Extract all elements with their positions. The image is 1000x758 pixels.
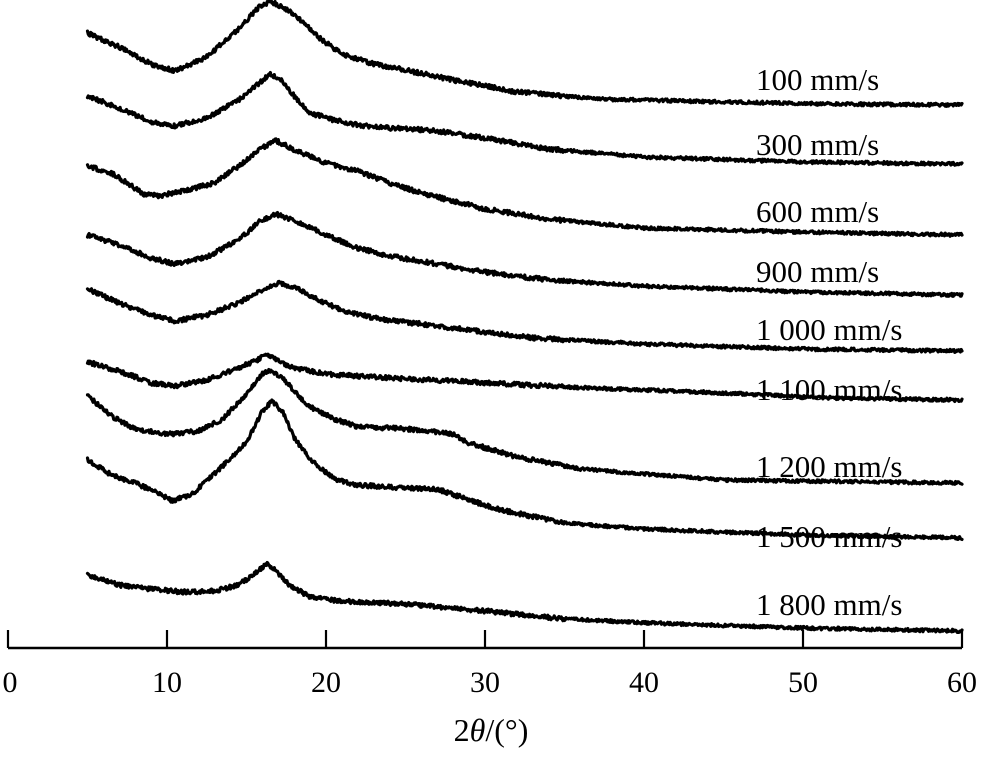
x-tick-label-0: 0 <box>3 666 18 699</box>
xrd-curve-6 <box>85 352 964 403</box>
x-tick-label-40: 40 <box>629 666 659 699</box>
series-label-8: 1 500 mm/s <box>756 519 902 554</box>
series-label-3: 600 mm/s <box>756 194 879 229</box>
x-axis: 0 10 20 30 40 50 60 <box>3 630 977 699</box>
series-label-1: 100 mm/s <box>756 62 879 97</box>
xrd-curve-7 <box>85 367 964 486</box>
x-tick-label-20: 20 <box>311 666 341 699</box>
series-label-9: 1 800 mm/s <box>756 587 902 622</box>
xrd-curve-1 <box>85 0 964 108</box>
series-label-2: 300 mm/s <box>756 127 879 162</box>
series-label-7: 1 200 mm/s <box>756 449 902 484</box>
xrd-curve-8 <box>85 398 964 541</box>
x-tick-label-60: 60 <box>947 666 977 699</box>
x-axis-title: 2θ/(°) <box>454 712 529 748</box>
series-label-6: 1 100 mm/s <box>756 372 902 407</box>
xrd-curve-3 <box>85 137 964 238</box>
series-labels-layer: 100 mm/s 300 mm/s 600 mm/s 900 mm/s 1 000 mm… <box>756 62 902 622</box>
series-label-5: 1 000 mm/s <box>756 312 902 347</box>
xrd-curve-2 <box>85 70 964 167</box>
x-tick-label-10: 10 <box>152 666 182 699</box>
xrd-curve-5 <box>85 279 964 354</box>
series-label-4: 900 mm/s <box>756 254 879 289</box>
x-tick-label-30: 30 <box>470 666 500 699</box>
curves-layer <box>85 0 964 634</box>
xrd-curve-9 <box>85 560 964 634</box>
x-tick-label-50: 50 <box>788 666 818 699</box>
xrd-curve-4 <box>85 211 964 298</box>
